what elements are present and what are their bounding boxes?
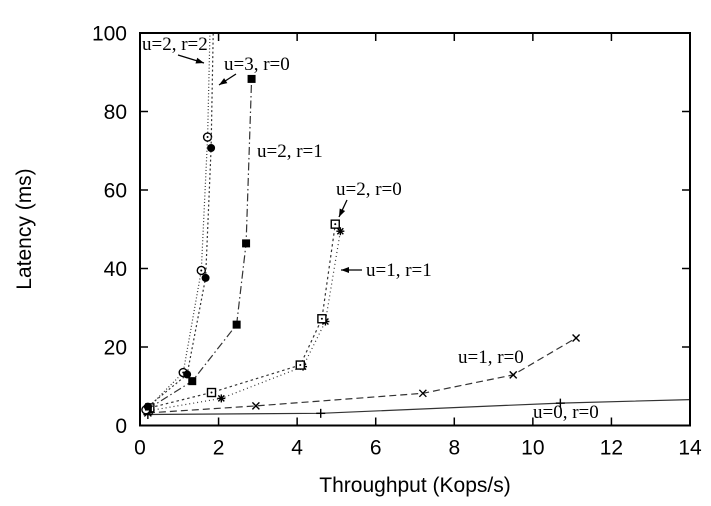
annotation-arrowhead [219,78,228,85]
cross-marker [572,333,581,342]
x-tick-label: 14 [678,437,702,460]
square-open-marker-dot [334,223,337,226]
circle-filled-marker [143,402,152,411]
series-u-2-r-0 [145,219,340,413]
annotation-layer: u=2, r=2 u=3, r=0 u=2, r=1 u=2, r=0 u=1, r=1… [142,34,599,423]
series-line [149,231,341,412]
series-u-0-r-0 [143,398,690,420]
series-line [147,78,253,410]
x-tick-label: 4 [291,437,303,460]
circle-filled-marker [207,144,216,153]
annotation-arrowhead [339,208,346,217]
x-axis-title: Throughput (Kops/s) [319,474,510,497]
y-tick-label: 60 [104,180,127,203]
series-label: u=1, r=1 [366,260,432,281]
series-label: u=0, r=0 [533,402,599,423]
square-open-marker-dot [299,364,302,367]
cross-marker [509,370,518,379]
series-u-3-r-0 [143,33,216,411]
asterisk-marker [336,227,344,235]
circle-open-marker-dot [206,136,209,139]
axes-layer [139,32,691,427]
annotation-arrowhead [195,57,204,64]
circle-open-marker-dot [200,269,203,272]
series-u-2-r-2 [141,33,213,415]
series-u-1-r-1 [145,227,345,415]
square-open-marker-dot [210,391,213,394]
series-label: u=2, r=2 [142,34,208,55]
plot-border [139,32,691,427]
series-layer [141,33,690,420]
x-tick-label: 12 [600,437,623,460]
annotation-arrowhead [341,267,349,273]
square-filled-marker [247,74,256,83]
series-label: u=2, r=1 [257,141,323,162]
asterisk-marker [217,394,225,402]
y-tick-label: 0 [115,415,127,438]
x-tick-label: 8 [448,437,460,460]
circle-filled-marker [201,273,210,282]
y-axis-title: Latency (ms) [13,168,36,289]
square-filled-marker [232,320,241,329]
cross-marker [251,401,260,410]
series-line [145,33,211,411]
square-open-marker-dot [320,317,323,320]
series-u-1-r-0 [143,333,581,417]
circle-filled-marker [183,370,192,379]
x-tick-label: 10 [521,437,544,460]
x-tick-label: 6 [370,437,382,460]
y-tick-label: 40 [104,258,127,281]
series-label: u=2, r=0 [336,179,402,200]
cross-marker [418,389,427,398]
series-u-2-r-1 [143,74,256,414]
series-label: u=1, r=0 [458,347,524,368]
y-tick-label: 80 [104,101,127,124]
y-tick-label: 100 [92,23,127,46]
square-filled-marker [242,239,251,248]
y-tick-label: 20 [104,337,127,360]
x-tick-label: 2 [213,437,225,460]
square-filled-marker [188,377,197,386]
series-line [149,224,336,409]
x-tick-label: 0 [134,437,146,460]
series-label: u=3, r=0 [224,54,290,75]
series-line [147,399,690,416]
tick-label-layer: 0 2 4 6 8 10 12 14 0 20 40 60 80 100 [92,23,702,460]
